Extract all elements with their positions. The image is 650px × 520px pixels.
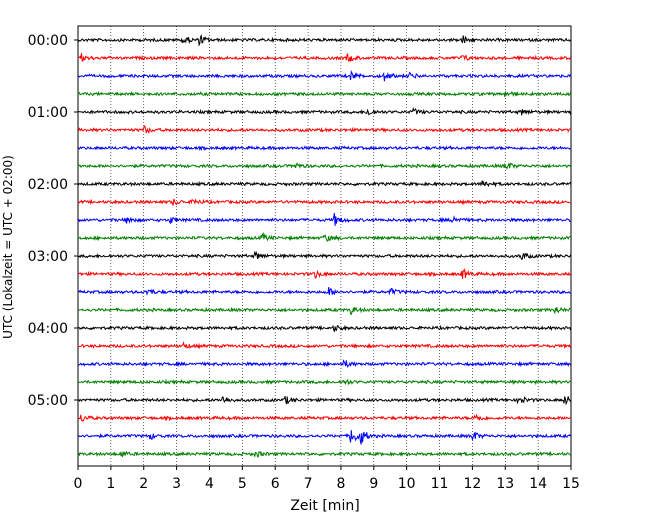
x-tick-label: 1	[106, 476, 115, 492]
vertical-grid	[110, 26, 539, 466]
plot-area	[77, 25, 572, 467]
seismogram-trace-0430	[77, 359, 572, 369]
seismogram-trace-0015	[77, 52, 572, 62]
x-tick-label: 5	[238, 476, 247, 492]
seismogram-trace-0315	[77, 268, 572, 279]
seismogram-trace-0530	[77, 430, 572, 445]
x-axis-label: Zeit [min]	[290, 498, 359, 514]
seismogram-trace-0515	[77, 413, 572, 423]
x-tick-label: 15	[562, 476, 580, 492]
x-tick-label: 0	[74, 476, 83, 492]
x-tick-label: 9	[369, 476, 378, 492]
x-tick-label: 6	[271, 476, 280, 492]
y-tick-label: 05:00	[28, 393, 68, 409]
y-axis-ticks: 00:00 01:00 02:00 03:00 04:00 05:00	[28, 33, 78, 409]
y-tick-label: 04:00	[28, 321, 68, 337]
seismogram-trace-0215	[77, 198, 572, 206]
seismogram-trace-0545	[77, 450, 572, 458]
y-tick-label: 00:00	[28, 33, 68, 49]
x-axis-ticks: 0 1 2 3 4 5 6 7 8 9 10 11 12 13 14 15	[74, 466, 580, 492]
seismogram-trace-0345	[77, 306, 572, 316]
x-tick-label: 2	[139, 476, 148, 492]
seismogram-trace-0200	[77, 180, 572, 188]
y-tick-label: 02:00	[28, 177, 68, 193]
trace-group	[77, 33, 572, 458]
seismogram-trace-0045	[77, 90, 572, 97]
x-tick-label: 11	[431, 476, 449, 492]
y-axis-label: UTC (Lokalzeit = UTC + 02:00)	[1, 155, 15, 339]
seismogram-trace-0500	[77, 396, 572, 406]
seismogram-trace-0400	[77, 324, 572, 333]
seismogram-trace-0445	[77, 378, 572, 386]
y-tick-label: 03:00	[28, 249, 68, 265]
seismogram-trace-0130	[77, 145, 572, 152]
seismogram-trace-0415	[77, 341, 572, 350]
x-tick-label: 10	[398, 476, 416, 492]
y-tick-label: 01:00	[28, 105, 68, 121]
seismogram-trace-0100	[77, 106, 572, 116]
seismogram-trace-0145	[77, 162, 572, 170]
seismogram-trace-0030	[77, 69, 572, 82]
seismogram-trace-0330	[77, 286, 572, 296]
seismogram-trace-0300	[77, 250, 572, 261]
x-tick-label: 7	[304, 476, 313, 492]
seismogram-trace-0115	[77, 124, 572, 134]
x-tick-label: 13	[496, 476, 514, 492]
x-tick-label: 3	[172, 476, 181, 492]
x-tick-label: 12	[463, 476, 481, 492]
x-tick-label: 8	[336, 476, 345, 492]
seismogram-trace-0245	[77, 232, 572, 242]
seismogram-trace-0000	[77, 33, 572, 47]
x-tick-label: 14	[529, 476, 547, 492]
seismogram-trace-0230	[77, 213, 572, 226]
x-tick-label: 4	[205, 476, 214, 492]
